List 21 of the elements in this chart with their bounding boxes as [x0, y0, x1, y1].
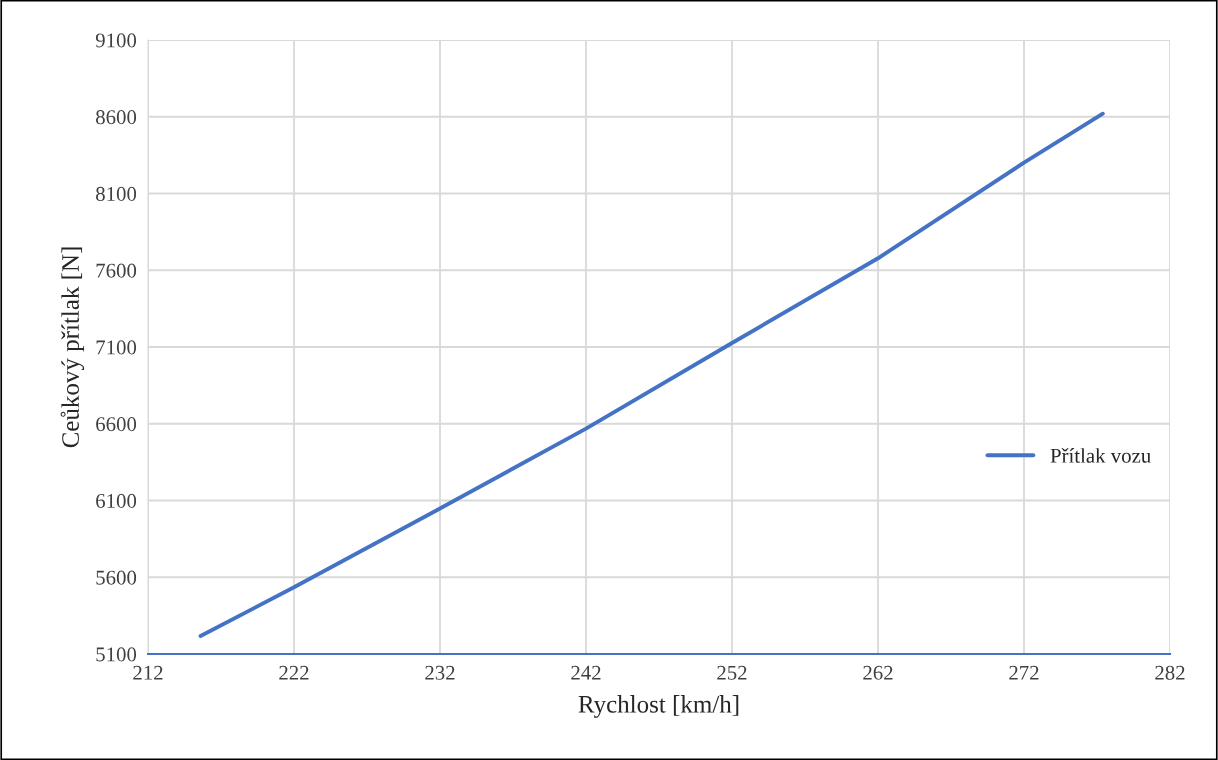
line-series [198, 111, 1105, 638]
y-tick-label: 9100 [95, 33, 137, 48]
y-tick-label: 6600 [96, 417, 137, 432]
y-tick-label: 7600 [96, 263, 137, 278]
x-tick-label: 272 [1009, 665, 1039, 680]
x-tick-label: 232 [425, 665, 455, 680]
y-axis-title: Ceůkový přítlak [N] [60, 247, 85, 448]
x-axis-title: Rychlost [km/h] [578, 695, 739, 718]
x-tick-label: 252 [717, 665, 747, 680]
x-tick-label: 242 [571, 665, 601, 680]
y-tick-label: 8100 [96, 186, 137, 201]
x-tick-label: 212 [133, 665, 163, 680]
legend-label: Přítlak vozu [1050, 448, 1151, 463]
y-tick-label: 5600 [96, 570, 137, 585]
y-tick-label: 5100 [96, 647, 137, 662]
y-tick-label: 7100 [96, 340, 137, 355]
x-tick-label: 282 [1155, 665, 1185, 680]
y-tick-label: 8600 [96, 110, 137, 125]
x-tick-label: 222 [279, 665, 309, 680]
y-tick-label: 6100 [96, 493, 137, 508]
x-tick-label: 262 [863, 665, 893, 680]
